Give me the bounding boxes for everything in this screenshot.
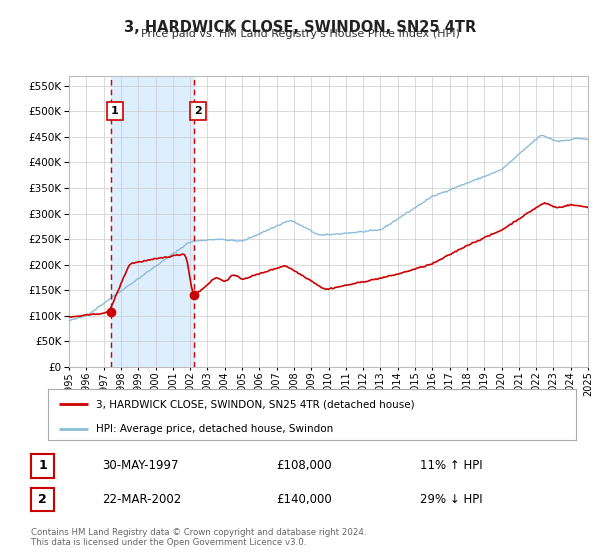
Text: 1: 1: [38, 459, 47, 473]
Text: 30-MAY-1997: 30-MAY-1997: [102, 459, 179, 473]
Text: Contains HM Land Registry data © Crown copyright and database right 2024.
This d: Contains HM Land Registry data © Crown c…: [31, 528, 367, 547]
Text: 22-MAR-2002: 22-MAR-2002: [102, 493, 181, 506]
Text: 11% ↑ HPI: 11% ↑ HPI: [420, 459, 482, 473]
Text: 3, HARDWICK CLOSE, SWINDON, SN25 4TR (detached house): 3, HARDWICK CLOSE, SWINDON, SN25 4TR (de…: [95, 399, 414, 409]
Text: 2: 2: [38, 493, 47, 506]
Text: 3, HARDWICK CLOSE, SWINDON, SN25 4TR: 3, HARDWICK CLOSE, SWINDON, SN25 4TR: [124, 20, 476, 35]
Text: £140,000: £140,000: [276, 493, 332, 506]
Text: £108,000: £108,000: [276, 459, 332, 473]
Text: HPI: Average price, detached house, Swindon: HPI: Average price, detached house, Swin…: [95, 423, 333, 433]
Text: 29% ↓ HPI: 29% ↓ HPI: [420, 493, 482, 506]
Bar: [110, 76, 194, 367]
Text: 1: 1: [111, 106, 119, 116]
Text: Price paid vs. HM Land Registry's House Price Index (HPI): Price paid vs. HM Land Registry's House …: [140, 29, 460, 39]
Text: 2: 2: [194, 106, 202, 116]
